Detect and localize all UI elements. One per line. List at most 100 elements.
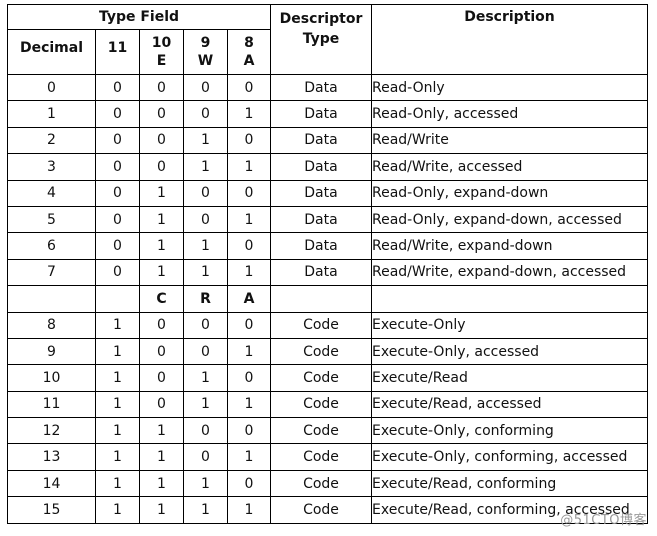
- descriptor-type-cell: Code: [270, 417, 372, 445]
- bit10-cell: 1: [139, 417, 184, 445]
- bit10-cell: 1: [139, 496, 184, 524]
- descriptor-type-cell: Data: [270, 153, 372, 181]
- table-row: 15 1 1 1 1 Code Execute/Read, conforming, acce…: [7, 496, 648, 524]
- bit10-cell: 1: [139, 443, 184, 471]
- bit10-letter: E: [156, 53, 167, 69]
- bit10-header: 10 E: [139, 29, 184, 75]
- bit8-cell: 1: [227, 390, 271, 419]
- bit10-cell: 0: [139, 153, 184, 181]
- bit10-cell: 1: [139, 469, 184, 498]
- table-row: 0 0 0 0 0 Data Read-Only: [7, 73, 648, 102]
- bit11-cell: 0: [95, 179, 140, 207]
- bit9-cell: 0: [183, 443, 228, 471]
- bit8-cell: 1: [227, 205, 271, 234]
- bit9-cell: 0: [183, 179, 228, 207]
- code-subheader-row: C R A: [7, 285, 648, 313]
- descriptor-type-cell: Data: [270, 73, 372, 102]
- decimal-cell: 1: [7, 100, 96, 128]
- decimal-cell: 11: [7, 390, 96, 419]
- description-header: Description: [371, 4, 648, 75]
- description-cell: Execute-Only, accessed: [371, 337, 648, 366]
- decimal-cell: 8: [7, 311, 96, 339]
- decimal-cell: 10: [7, 364, 96, 392]
- bit9-letter: W: [197, 53, 214, 69]
- bit10-cell: 1: [139, 232, 184, 260]
- decimal-cell: 14: [7, 469, 96, 498]
- code-subheader-bit8: A: [227, 285, 271, 313]
- code-subheader: C R A: [7, 285, 648, 313]
- bit11-cell: 0: [95, 73, 140, 102]
- decimal-cell: 6: [7, 232, 96, 260]
- description-cell: Read/Write, expand-down, accessed: [371, 258, 648, 287]
- table-row: 2 0 0 1 0 Data Read/Write: [7, 126, 648, 155]
- bit10-cell: 0: [139, 364, 184, 392]
- bit9-cell: 0: [183, 73, 228, 102]
- descriptor-type-header: Descriptor Type: [270, 4, 372, 75]
- bit8-cell: 1: [227, 496, 271, 524]
- bit9-cell: 1: [183, 153, 228, 181]
- bit8-cell: 0: [227, 469, 271, 498]
- description-cell: Execute/Read: [371, 364, 648, 392]
- bit11-cell: 1: [95, 443, 140, 471]
- bit8-cell: 0: [227, 232, 271, 260]
- code-subheader-bit10: C: [139, 285, 184, 313]
- decimal-cell: 3: [7, 153, 96, 181]
- code-subheader-empty-type: [270, 285, 372, 313]
- bit8-cell: 1: [227, 258, 271, 287]
- watermark: @51CTO博客: [560, 513, 647, 528]
- bit10-cell: 1: [139, 205, 184, 234]
- descriptor-type-cell: Data: [270, 205, 372, 234]
- bit9-cell: 0: [183, 100, 228, 128]
- bit9-cell: 1: [183, 469, 228, 498]
- bit11-cell: 1: [95, 311, 140, 339]
- bit9-cell: 1: [183, 390, 228, 419]
- code-segment-rows: 8 1 0 0 0 Code Execute-Only 9 1 0 0 1 Code Execute-On…: [7, 311, 648, 524]
- descriptor-type-cell: Data: [270, 100, 372, 128]
- description-cell: Read/Write: [371, 126, 648, 155]
- bit8-cell: 1: [227, 100, 271, 128]
- bit11-cell: 1: [95, 364, 140, 392]
- bit9-header: 9 W: [183, 29, 228, 75]
- bit8-cell: 1: [227, 153, 271, 181]
- description-cell: Read-Only, expand-down, accessed: [371, 205, 648, 234]
- bit8-letter: A: [243, 53, 255, 69]
- description-cell: Read-Only, expand-down: [371, 179, 648, 207]
- descriptor-type-cell: Code: [270, 390, 372, 419]
- bit10-cell: 0: [139, 311, 184, 339]
- bit10-cell: 0: [139, 73, 184, 102]
- bit11-cell: 1: [95, 496, 140, 524]
- decimal-header: Decimal: [7, 29, 96, 75]
- description-cell: Read/Write, expand-down: [371, 232, 648, 260]
- decimal-cell: 7: [7, 258, 96, 287]
- bit11-cell: 0: [95, 258, 140, 287]
- bit11-cell: 0: [95, 100, 140, 128]
- data-segment-rows: 0 0 0 0 0 Data Read-Only 1 0 0 0 1 Data Read-Only, ac…: [7, 73, 648, 287]
- bit8-cell: 0: [227, 311, 271, 339]
- bit11-header: 11: [95, 29, 140, 75]
- table-row: 3 0 0 1 1 Data Read/Write, accessed: [7, 153, 648, 181]
- bit11-cell: 0: [95, 126, 140, 155]
- descriptor-type-header-line1: Descriptor: [279, 11, 363, 27]
- bit9-cell: 1: [183, 126, 228, 155]
- bit8-cell: 0: [227, 73, 271, 102]
- decimal-cell: 5: [7, 205, 96, 234]
- bit10-cell: 0: [139, 126, 184, 155]
- bit9-cell: 0: [183, 311, 228, 339]
- type-field-header: Type Field: [7, 4, 271, 30]
- code-subheader-empty-desc: [371, 285, 648, 313]
- descriptor-type-cell: Code: [270, 469, 372, 498]
- code-subheader-empty-decimal: [7, 285, 96, 313]
- table-row: 13 1 1 0 1 Code Execute-Only, conforming, acce…: [7, 443, 648, 471]
- description-cell: Execute/Read, conforming: [371, 469, 648, 498]
- bit8-cell: 0: [227, 126, 271, 155]
- bit10-number: 10: [151, 35, 172, 51]
- table-row: 6 0 1 1 0 Data Read/Write, expand-down: [7, 232, 648, 260]
- bit8-cell: 1: [227, 443, 271, 471]
- decimal-cell: 9: [7, 337, 96, 366]
- bit10-cell: 1: [139, 258, 184, 287]
- bit9-cell: 1: [183, 496, 228, 524]
- bit8-cell: 0: [227, 417, 271, 445]
- code-subheader-empty-bit11: [95, 285, 140, 313]
- bit9-cell: 0: [183, 337, 228, 366]
- bit10-cell: 0: [139, 390, 184, 419]
